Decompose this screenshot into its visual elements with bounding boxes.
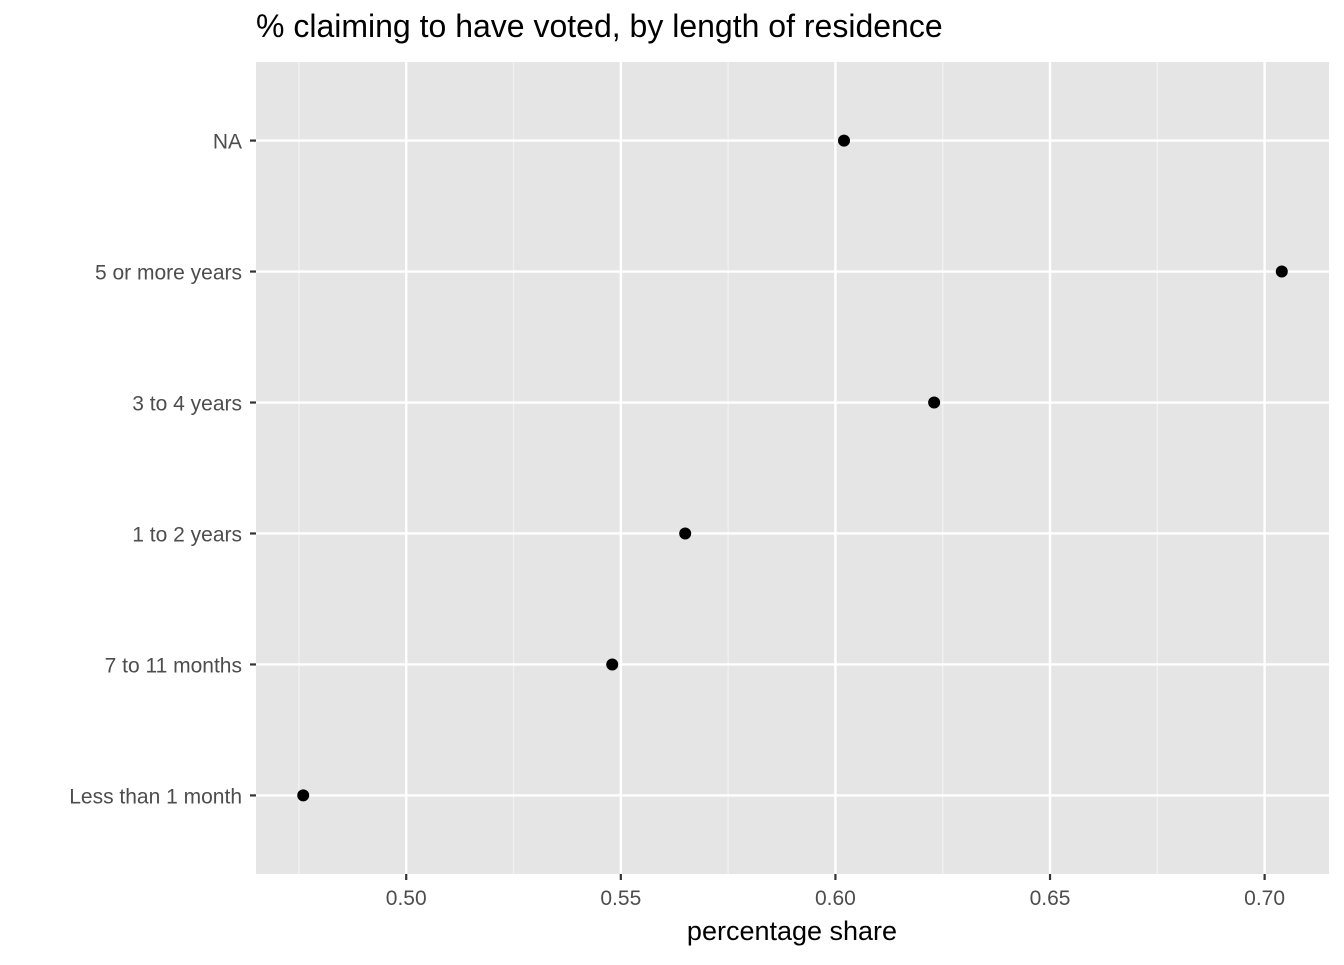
y-tick-label: 3 to 4 years bbox=[132, 393, 242, 416]
y-tick-label: Less than 1 month bbox=[69, 785, 242, 808]
x-tick-label: 0.60 bbox=[815, 887, 856, 910]
data-point bbox=[838, 134, 851, 147]
data-point bbox=[297, 789, 310, 802]
x-tick-label: 0.50 bbox=[386, 887, 427, 910]
data-point bbox=[606, 658, 619, 671]
x-tick-label: 0.55 bbox=[600, 887, 641, 910]
y-tick-label: NA bbox=[213, 131, 242, 154]
data-point bbox=[928, 396, 941, 409]
y-axis: Less than 1 month 7 to 11 months 1 to 2 ye… bbox=[69, 131, 256, 808]
y-tick-label: 5 or more years bbox=[95, 262, 242, 285]
chart-title: % claiming to have voted, by length of r… bbox=[256, 8, 943, 44]
x-axis-title: percentage share bbox=[687, 916, 897, 946]
major-gridlines bbox=[256, 62, 1329, 874]
data-point bbox=[679, 527, 692, 540]
x-tick-label: 0.65 bbox=[1030, 887, 1071, 910]
x-tick-label: 0.70 bbox=[1244, 887, 1285, 910]
minor-gridlines bbox=[298, 62, 1158, 874]
data-points bbox=[297, 134, 1288, 802]
y-tick-label: 7 to 11 months bbox=[105, 654, 242, 677]
panel-background bbox=[256, 62, 1329, 874]
x-axis: 0.50 0.55 0.60 0.65 0.70 bbox=[386, 874, 1285, 910]
y-tick-label: 1 to 2 years bbox=[132, 523, 242, 546]
data-point bbox=[1275, 265, 1288, 278]
